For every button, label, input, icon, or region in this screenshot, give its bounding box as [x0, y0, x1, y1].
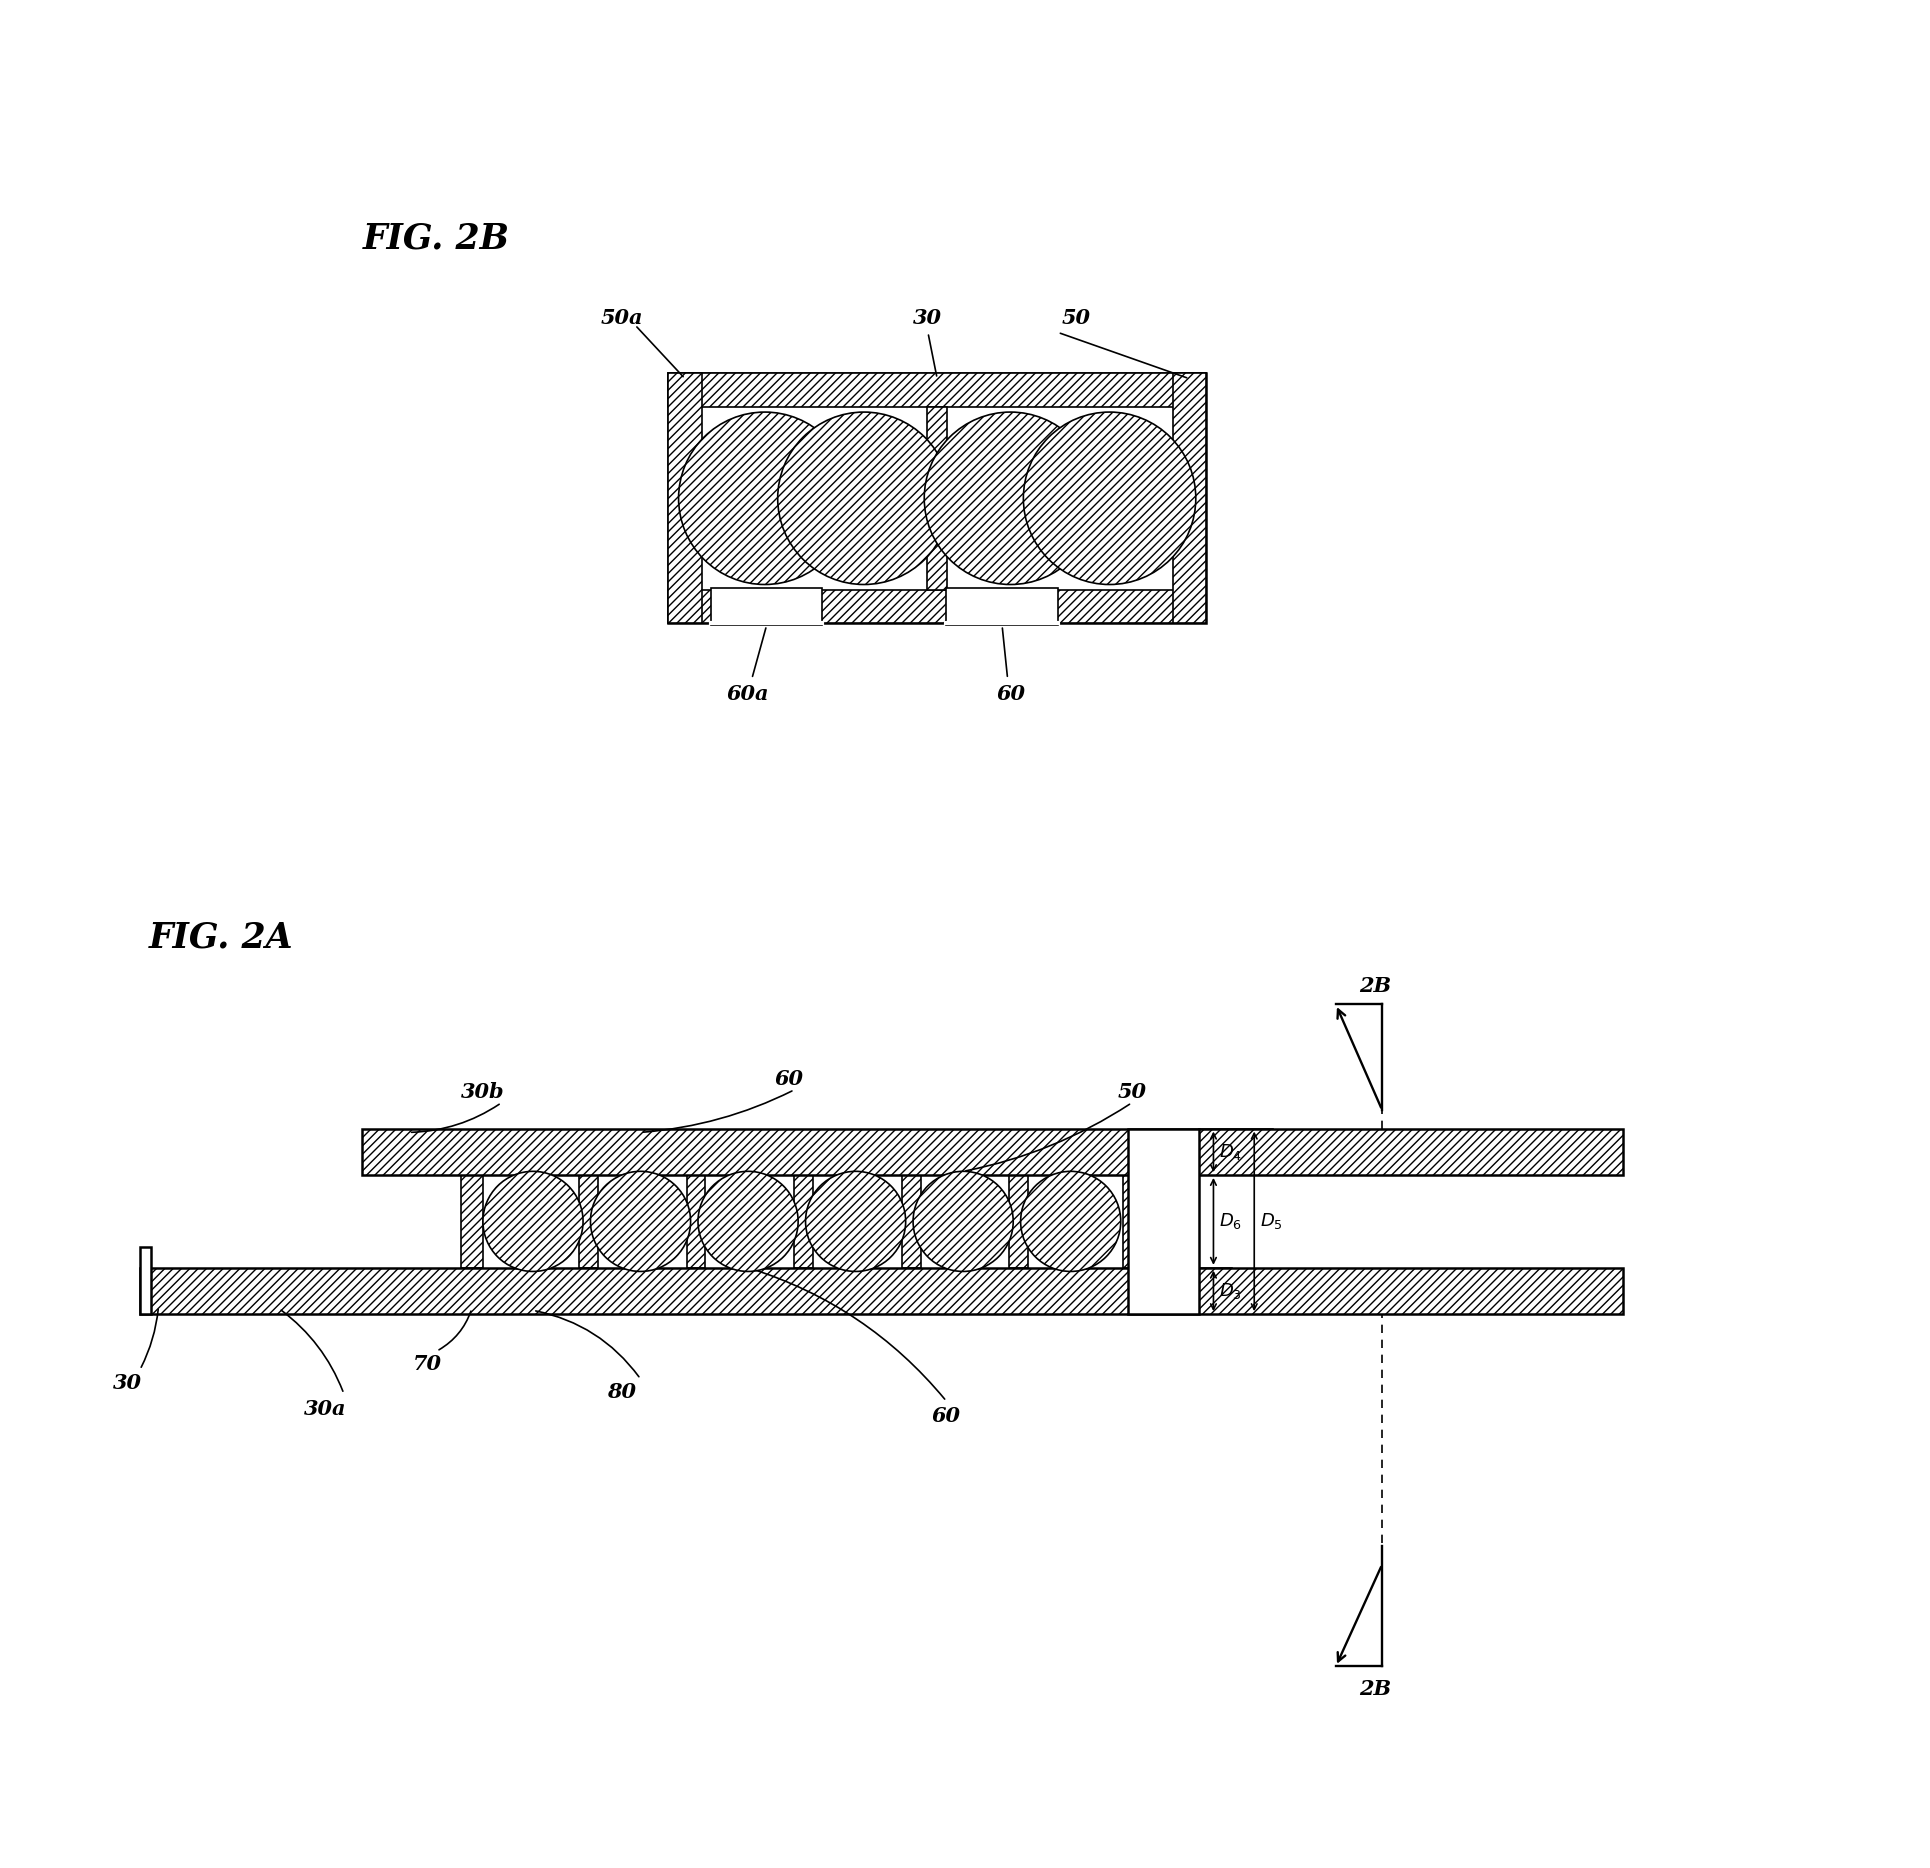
Bar: [668, 374, 1206, 407]
Text: 60: 60: [774, 1068, 803, 1089]
Circle shape: [699, 1171, 799, 1272]
Text: 2B: 2B: [1359, 1679, 1392, 1698]
Circle shape: [805, 1171, 905, 1272]
Bar: [795, 1175, 813, 1268]
Text: $D_4$: $D_4$: [1220, 1141, 1243, 1162]
Text: 30: 30: [913, 308, 942, 327]
Bar: [579, 1175, 598, 1268]
Circle shape: [679, 413, 851, 585]
Text: 30: 30: [112, 1373, 141, 1394]
Bar: [1129, 1128, 1199, 1313]
Bar: [461, 1175, 482, 1268]
Circle shape: [913, 1171, 1013, 1272]
Text: 50: 50: [1062, 308, 1090, 327]
Bar: [363, 1128, 1623, 1175]
Bar: [1123, 1175, 1144, 1268]
Circle shape: [482, 1171, 583, 1272]
Bar: [668, 374, 703, 624]
Circle shape: [778, 413, 950, 585]
Text: 50: 50: [1117, 1082, 1146, 1102]
Circle shape: [924, 413, 1096, 585]
Bar: [946, 588, 1058, 626]
Text: FIG. 2B: FIG. 2B: [363, 222, 510, 256]
Text: 60a: 60a: [728, 684, 770, 704]
Bar: [1173, 374, 1206, 624]
Bar: [139, 1248, 151, 1313]
Text: 30a: 30a: [305, 1399, 347, 1418]
Bar: [901, 1175, 921, 1268]
Circle shape: [1021, 1171, 1121, 1272]
Text: FIG. 2A: FIG. 2A: [149, 921, 293, 955]
Text: 50a: 50a: [600, 308, 643, 327]
Bar: [687, 1175, 706, 1268]
Bar: [1009, 1175, 1029, 1268]
Bar: [668, 374, 1206, 624]
Text: 2B: 2B: [1359, 975, 1392, 996]
Bar: [668, 590, 1206, 624]
Text: 70: 70: [413, 1354, 442, 1375]
Text: 60: 60: [932, 1407, 961, 1425]
Bar: [710, 588, 822, 626]
Circle shape: [591, 1171, 691, 1272]
Bar: [926, 407, 948, 590]
Text: $D_5$: $D_5$: [1260, 1210, 1283, 1231]
Circle shape: [1023, 413, 1197, 585]
Text: 60: 60: [998, 684, 1027, 704]
Text: 30b: 30b: [461, 1082, 506, 1102]
Text: $D_6$: $D_6$: [1220, 1210, 1243, 1231]
Text: $D_3$: $D_3$: [1220, 1281, 1241, 1300]
Bar: [139, 1268, 1623, 1313]
Text: 80: 80: [608, 1382, 637, 1403]
